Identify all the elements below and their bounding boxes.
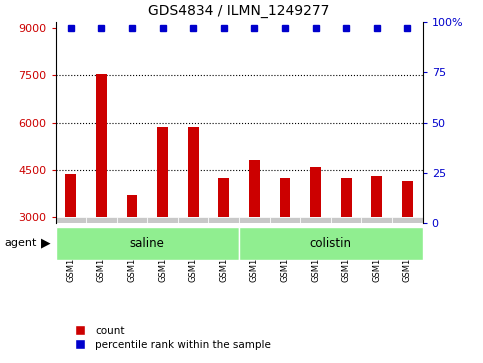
Bar (157, 127, 168, 217)
Bar (341, 178, 352, 217)
Bar (96, 74, 107, 217)
Text: colistin: colistin (310, 237, 352, 250)
Bar (361, 217, 392, 223)
Bar (147, 217, 178, 223)
Bar (402, 181, 412, 217)
Bar (209, 217, 239, 223)
Text: agent: agent (5, 238, 37, 248)
Bar (310, 167, 321, 217)
Title: GDS4834 / ILMN_1249277: GDS4834 / ILMN_1249277 (148, 4, 330, 18)
Bar (86, 217, 117, 223)
Bar (56, 217, 86, 223)
Bar (249, 160, 260, 217)
Bar (280, 178, 290, 217)
Bar (178, 217, 209, 223)
Bar (218, 178, 229, 217)
Bar (300, 217, 331, 223)
Text: ▶: ▶ (41, 237, 51, 250)
Bar (117, 217, 147, 223)
Text: saline: saline (130, 237, 165, 250)
Bar (66, 175, 76, 217)
Legend: count, percentile rank within the sample: count, percentile rank within the sample (65, 321, 275, 354)
Bar (188, 127, 199, 217)
Bar (56, 227, 239, 260)
Bar (371, 176, 382, 217)
Bar (127, 195, 137, 217)
Bar (331, 217, 361, 223)
Bar (239, 217, 270, 223)
Bar (270, 217, 300, 223)
Bar (392, 217, 423, 223)
Bar (239, 227, 423, 260)
